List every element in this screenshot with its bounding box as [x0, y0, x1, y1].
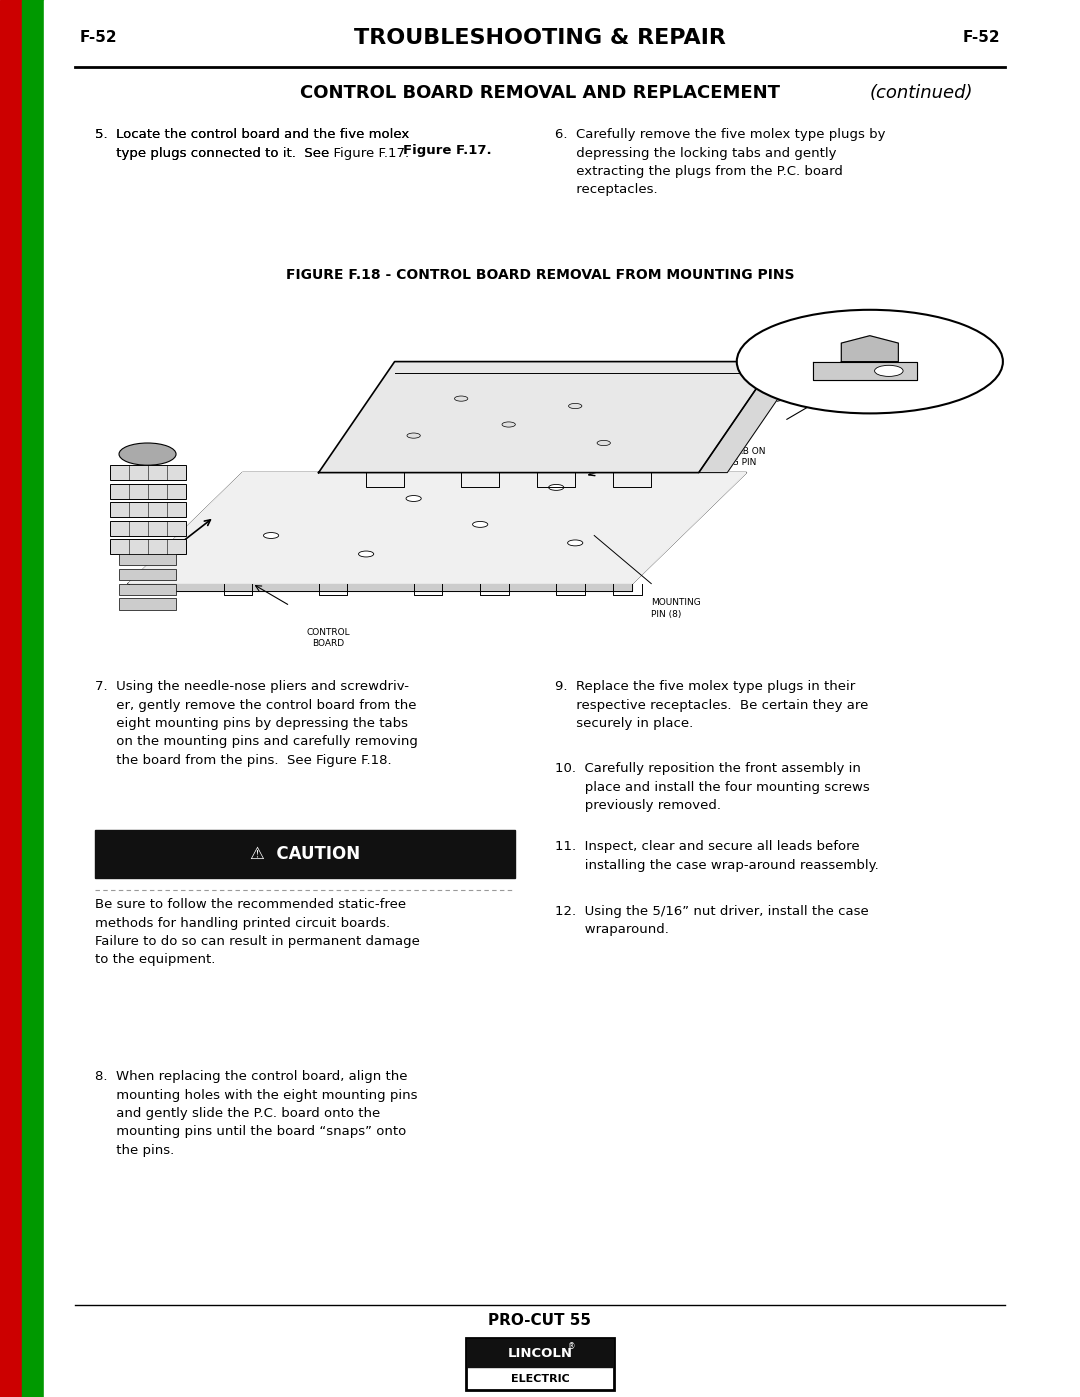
Circle shape	[407, 433, 420, 439]
Text: Be sure to follow the recommended static-free
methods for handling printed circu: Be sure to follow the recommended static…	[95, 898, 420, 967]
Bar	[44, 0, 50, 1397]
Text: Return to Master TOC: Return to Master TOC	[28, 1125, 38, 1235]
Text: 10.  Carefully reposition the front assembly in
       place and install the fou: 10. Carefully reposition the front assem…	[555, 761, 869, 812]
Circle shape	[568, 404, 582, 408]
Circle shape	[568, 539, 583, 546]
Circle shape	[119, 443, 176, 465]
Circle shape	[502, 422, 515, 427]
Circle shape	[359, 550, 374, 557]
Polygon shape	[813, 362, 917, 380]
Circle shape	[549, 485, 564, 490]
Text: ⚠  CAUTION: ⚠ CAUTION	[249, 845, 360, 863]
Bar	[95, 830, 515, 877]
Text: TROUBLESHOOTING & REPAIR: TROUBLESHOOTING & REPAIR	[354, 28, 726, 47]
Text: Return to Section TOC: Return to Section TOC	[6, 1123, 15, 1236]
Text: Return to Section TOC: Return to Section TOC	[6, 173, 15, 286]
Text: MOUNTING
PIN (8): MOUNTING PIN (8)	[651, 598, 701, 619]
Text: 5.  Locate the control board and the five molex
     type plugs connected to it.: 5. Locate the control board and the five…	[95, 129, 409, 159]
Circle shape	[875, 365, 903, 376]
Text: Return to Master TOC: Return to Master TOC	[28, 535, 38, 645]
Text: Return to Master TOC: Return to Master TOC	[28, 175, 38, 285]
Circle shape	[473, 521, 488, 527]
Text: FIGURE F.18 - CONTROL BOARD REMOVAL FROM MOUNTING PINS: FIGURE F.18 - CONTROL BOARD REMOVAL FROM…	[286, 268, 794, 282]
Text: 7.  Using the needle-nose pliers and screwdriv-
     er, gently remove the contr: 7. Using the needle-nose pliers and scre…	[95, 680, 418, 767]
Bar	[119, 569, 176, 580]
Circle shape	[264, 532, 279, 538]
Text: 5.  Locate the control board and the five molex
     type plugs connected to it.: 5. Locate the control board and the five…	[95, 129, 409, 159]
Text: ELECTRIC: ELECTRIC	[511, 1375, 569, 1384]
Polygon shape	[129, 584, 632, 591]
Polygon shape	[699, 362, 804, 472]
Bar	[465, 1338, 615, 1390]
Bar	[467, 1338, 613, 1366]
Bar	[119, 598, 176, 609]
Text: 8.  When replacing the control board, align the
     mounting holes with the eig: 8. When replacing the control board, ali…	[95, 1070, 418, 1157]
Text: 12.  Using the 5/16” nut driver, install the case
       wraparound.: 12. Using the 5/16” nut driver, install …	[555, 905, 868, 936]
Circle shape	[455, 395, 468, 401]
Bar	[109, 502, 186, 517]
Circle shape	[737, 310, 1003, 414]
Text: DEPRESS
LOCKING TAB ON
MOUNTING PIN: DEPRESS LOCKING TAB ON MOUNTING PIN	[689, 436, 766, 467]
Text: LINCOLN: LINCOLN	[508, 1347, 572, 1359]
Bar	[109, 465, 186, 481]
Text: Return to Master TOC: Return to Master TOC	[28, 814, 38, 925]
Text: 9.  Replace the five molex type plugs in their
     respective receptacles.  Be : 9. Replace the five molex type plugs in …	[555, 680, 868, 731]
Bar	[109, 539, 186, 555]
Polygon shape	[319, 362, 774, 472]
Text: CONTROL BOARD REMOVAL AND REPLACEMENT: CONTROL BOARD REMOVAL AND REPLACEMENT	[300, 84, 780, 102]
Text: 11.  Inspect, clear and secure all leads before
       installing the case wrap-: 11. Inspect, clear and secure all leads …	[555, 840, 879, 872]
Text: CONTROL
BOARD: CONTROL BOARD	[307, 629, 350, 648]
Text: 6.  Carefully remove the five molex type plugs by
     depressing the locking ta: 6. Carefully remove the five molex type …	[555, 129, 886, 197]
Bar	[119, 584, 176, 595]
Text: Figure F.17.: Figure F.17.	[403, 144, 491, 156]
Polygon shape	[841, 335, 899, 362]
Bar	[109, 521, 186, 535]
Text: F-52: F-52	[962, 29, 1000, 45]
Bar	[119, 555, 176, 566]
Text: Return to Section TOC: Return to Section TOC	[6, 813, 15, 926]
Text: ®: ®	[568, 1343, 576, 1351]
Circle shape	[406, 496, 421, 502]
Circle shape	[597, 440, 610, 446]
Bar	[22, 0, 44, 1397]
Text: Return to Section TOC: Return to Section TOC	[6, 534, 15, 647]
Bar	[0, 0, 22, 1397]
Bar	[109, 483, 186, 499]
Text: PRO-CUT 55: PRO-CUT 55	[488, 1313, 592, 1329]
Text: F-52: F-52	[80, 29, 118, 45]
Polygon shape	[129, 472, 746, 584]
Text: (continued): (continued)	[870, 84, 973, 102]
